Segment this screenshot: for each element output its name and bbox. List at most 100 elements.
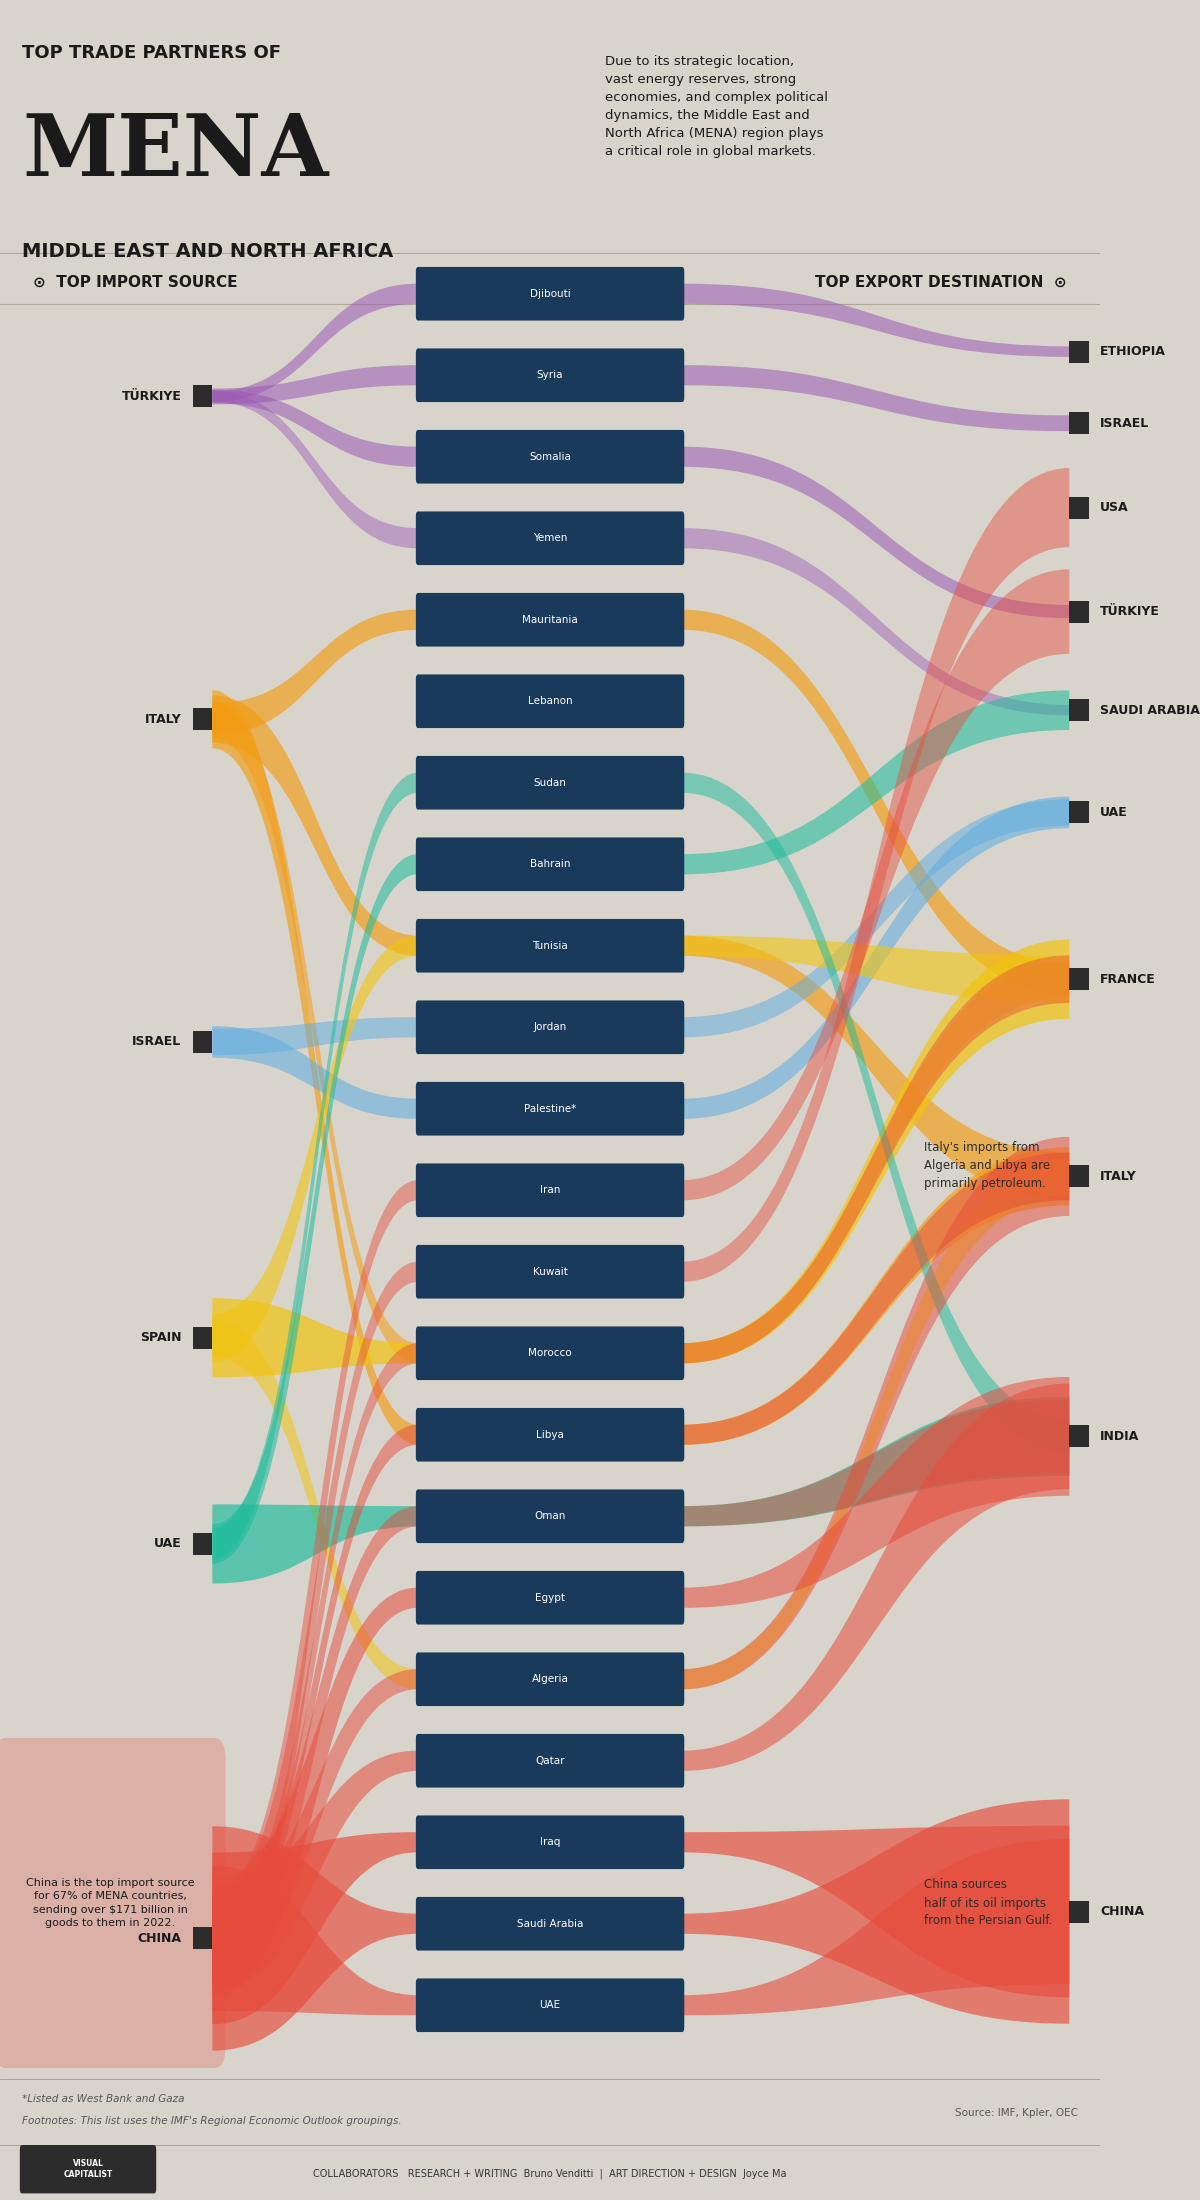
Text: SAUDI ARABIA: SAUDI ARABIA <box>1100 704 1200 717</box>
PathPatch shape <box>212 609 418 735</box>
FancyBboxPatch shape <box>416 1489 684 1542</box>
FancyBboxPatch shape <box>192 1533 212 1555</box>
PathPatch shape <box>682 609 1069 994</box>
FancyBboxPatch shape <box>1069 341 1090 363</box>
Text: Algeria: Algeria <box>532 1674 569 1685</box>
Text: Yemen: Yemen <box>533 532 568 543</box>
Text: INDIA: INDIA <box>1100 1430 1139 1443</box>
PathPatch shape <box>682 772 1069 1452</box>
Text: Oman: Oman <box>534 1511 565 1520</box>
PathPatch shape <box>682 528 1069 715</box>
Text: Saudi Arabia: Saudi Arabia <box>517 1918 583 1929</box>
FancyBboxPatch shape <box>416 1082 684 1135</box>
Text: UAE: UAE <box>540 2000 560 2011</box>
PathPatch shape <box>212 691 418 1445</box>
FancyBboxPatch shape <box>0 1738 226 2068</box>
PathPatch shape <box>212 1833 418 2024</box>
FancyBboxPatch shape <box>20 2145 156 2193</box>
Text: COLLABORATORS   RESEARCH + WRITING  Bruno Venditti  |  ART DIRECTION + DESIGN  J: COLLABORATORS RESEARCH + WRITING Bruno V… <box>313 2169 787 2178</box>
FancyBboxPatch shape <box>192 1927 212 1949</box>
PathPatch shape <box>682 939 1069 1364</box>
PathPatch shape <box>212 1505 418 1584</box>
PathPatch shape <box>212 772 418 1560</box>
FancyBboxPatch shape <box>1069 801 1090 823</box>
FancyBboxPatch shape <box>416 1815 684 1870</box>
FancyBboxPatch shape <box>416 1896 684 1951</box>
Text: Lebanon: Lebanon <box>528 695 572 706</box>
PathPatch shape <box>212 389 418 466</box>
PathPatch shape <box>682 1384 1069 1771</box>
PathPatch shape <box>212 1866 418 2015</box>
FancyBboxPatch shape <box>416 675 684 728</box>
FancyBboxPatch shape <box>192 1032 212 1054</box>
PathPatch shape <box>212 1588 418 1998</box>
Text: Iraq: Iraq <box>540 1837 560 1848</box>
PathPatch shape <box>212 854 418 1564</box>
FancyBboxPatch shape <box>1069 601 1090 623</box>
PathPatch shape <box>682 796 1069 1120</box>
PathPatch shape <box>212 695 418 955</box>
Text: UAE: UAE <box>154 1538 181 1551</box>
Text: ISRAEL: ISRAEL <box>132 1036 181 1049</box>
FancyBboxPatch shape <box>416 1327 684 1379</box>
Text: Source: IMF, Kpler, OEC: Source: IMF, Kpler, OEC <box>955 2108 1078 2119</box>
FancyBboxPatch shape <box>416 1652 684 1705</box>
Text: FRANCE: FRANCE <box>1100 972 1156 986</box>
PathPatch shape <box>212 1298 418 1377</box>
Text: ITALY: ITALY <box>1100 1170 1136 1184</box>
FancyBboxPatch shape <box>192 708 212 730</box>
PathPatch shape <box>682 1157 1069 1690</box>
Text: Libya: Libya <box>536 1430 564 1439</box>
PathPatch shape <box>682 1153 1069 1445</box>
PathPatch shape <box>212 1826 418 2050</box>
FancyBboxPatch shape <box>416 1571 684 1624</box>
FancyBboxPatch shape <box>1069 700 1090 722</box>
Text: Egypt: Egypt <box>535 1593 565 1604</box>
PathPatch shape <box>682 365 1069 431</box>
Text: Syria: Syria <box>536 370 563 381</box>
FancyBboxPatch shape <box>192 1327 212 1349</box>
Text: Mauritania: Mauritania <box>522 614 578 625</box>
PathPatch shape <box>682 1397 1069 1527</box>
PathPatch shape <box>682 469 1069 1283</box>
PathPatch shape <box>212 700 418 1364</box>
Text: MIDDLE EAST AND NORTH AFRICA: MIDDLE EAST AND NORTH AFRICA <box>22 242 394 262</box>
FancyBboxPatch shape <box>416 1978 684 2033</box>
Text: Iran: Iran <box>540 1186 560 1195</box>
Text: China is the top import source
for 67% of MENA countries,
sending over $171 bill: China is the top import source for 67% o… <box>25 1879 194 1927</box>
PathPatch shape <box>682 1399 1069 1527</box>
PathPatch shape <box>682 1839 1069 2015</box>
PathPatch shape <box>212 1670 418 1978</box>
FancyBboxPatch shape <box>1069 1901 1090 1923</box>
Text: TÜRKIYE: TÜRKIYE <box>121 389 181 403</box>
Text: ISRAEL: ISRAEL <box>1100 416 1150 429</box>
FancyBboxPatch shape <box>416 1408 684 1461</box>
FancyBboxPatch shape <box>1069 1166 1090 1188</box>
Text: Bahrain: Bahrain <box>530 860 570 869</box>
Text: UAE: UAE <box>1100 805 1128 818</box>
PathPatch shape <box>682 1148 1069 1445</box>
Text: Qatar: Qatar <box>535 1756 565 1767</box>
Text: SPAIN: SPAIN <box>140 1331 181 1344</box>
PathPatch shape <box>682 935 1069 1003</box>
Text: Djibouti: Djibouti <box>529 288 570 299</box>
PathPatch shape <box>212 1016 418 1056</box>
Text: Footnotes: This list uses the IMF's Regional Economic Outlook groupings.: Footnotes: This list uses the IMF's Regi… <box>22 2116 402 2127</box>
Text: TOP TRADE PARTNERS OF: TOP TRADE PARTNERS OF <box>22 44 281 62</box>
Text: ITALY: ITALY <box>145 713 181 726</box>
PathPatch shape <box>212 1179 418 1980</box>
PathPatch shape <box>212 1344 418 1962</box>
FancyBboxPatch shape <box>416 838 684 891</box>
Text: USA: USA <box>1100 502 1129 515</box>
PathPatch shape <box>682 955 1069 1364</box>
Text: MENA: MENA <box>22 110 329 194</box>
PathPatch shape <box>682 691 1069 873</box>
PathPatch shape <box>682 1826 1069 1998</box>
Text: Due to its strategic location,
vast energy reserves, strong
economies, and compl: Due to its strategic location, vast ener… <box>605 55 828 158</box>
PathPatch shape <box>212 1426 418 1962</box>
Text: Sudan: Sudan <box>534 779 566 788</box>
Text: CHINA: CHINA <box>1100 1905 1144 1918</box>
PathPatch shape <box>212 1507 418 1976</box>
Text: Palestine*: Palestine* <box>524 1104 576 1113</box>
FancyBboxPatch shape <box>192 385 212 407</box>
